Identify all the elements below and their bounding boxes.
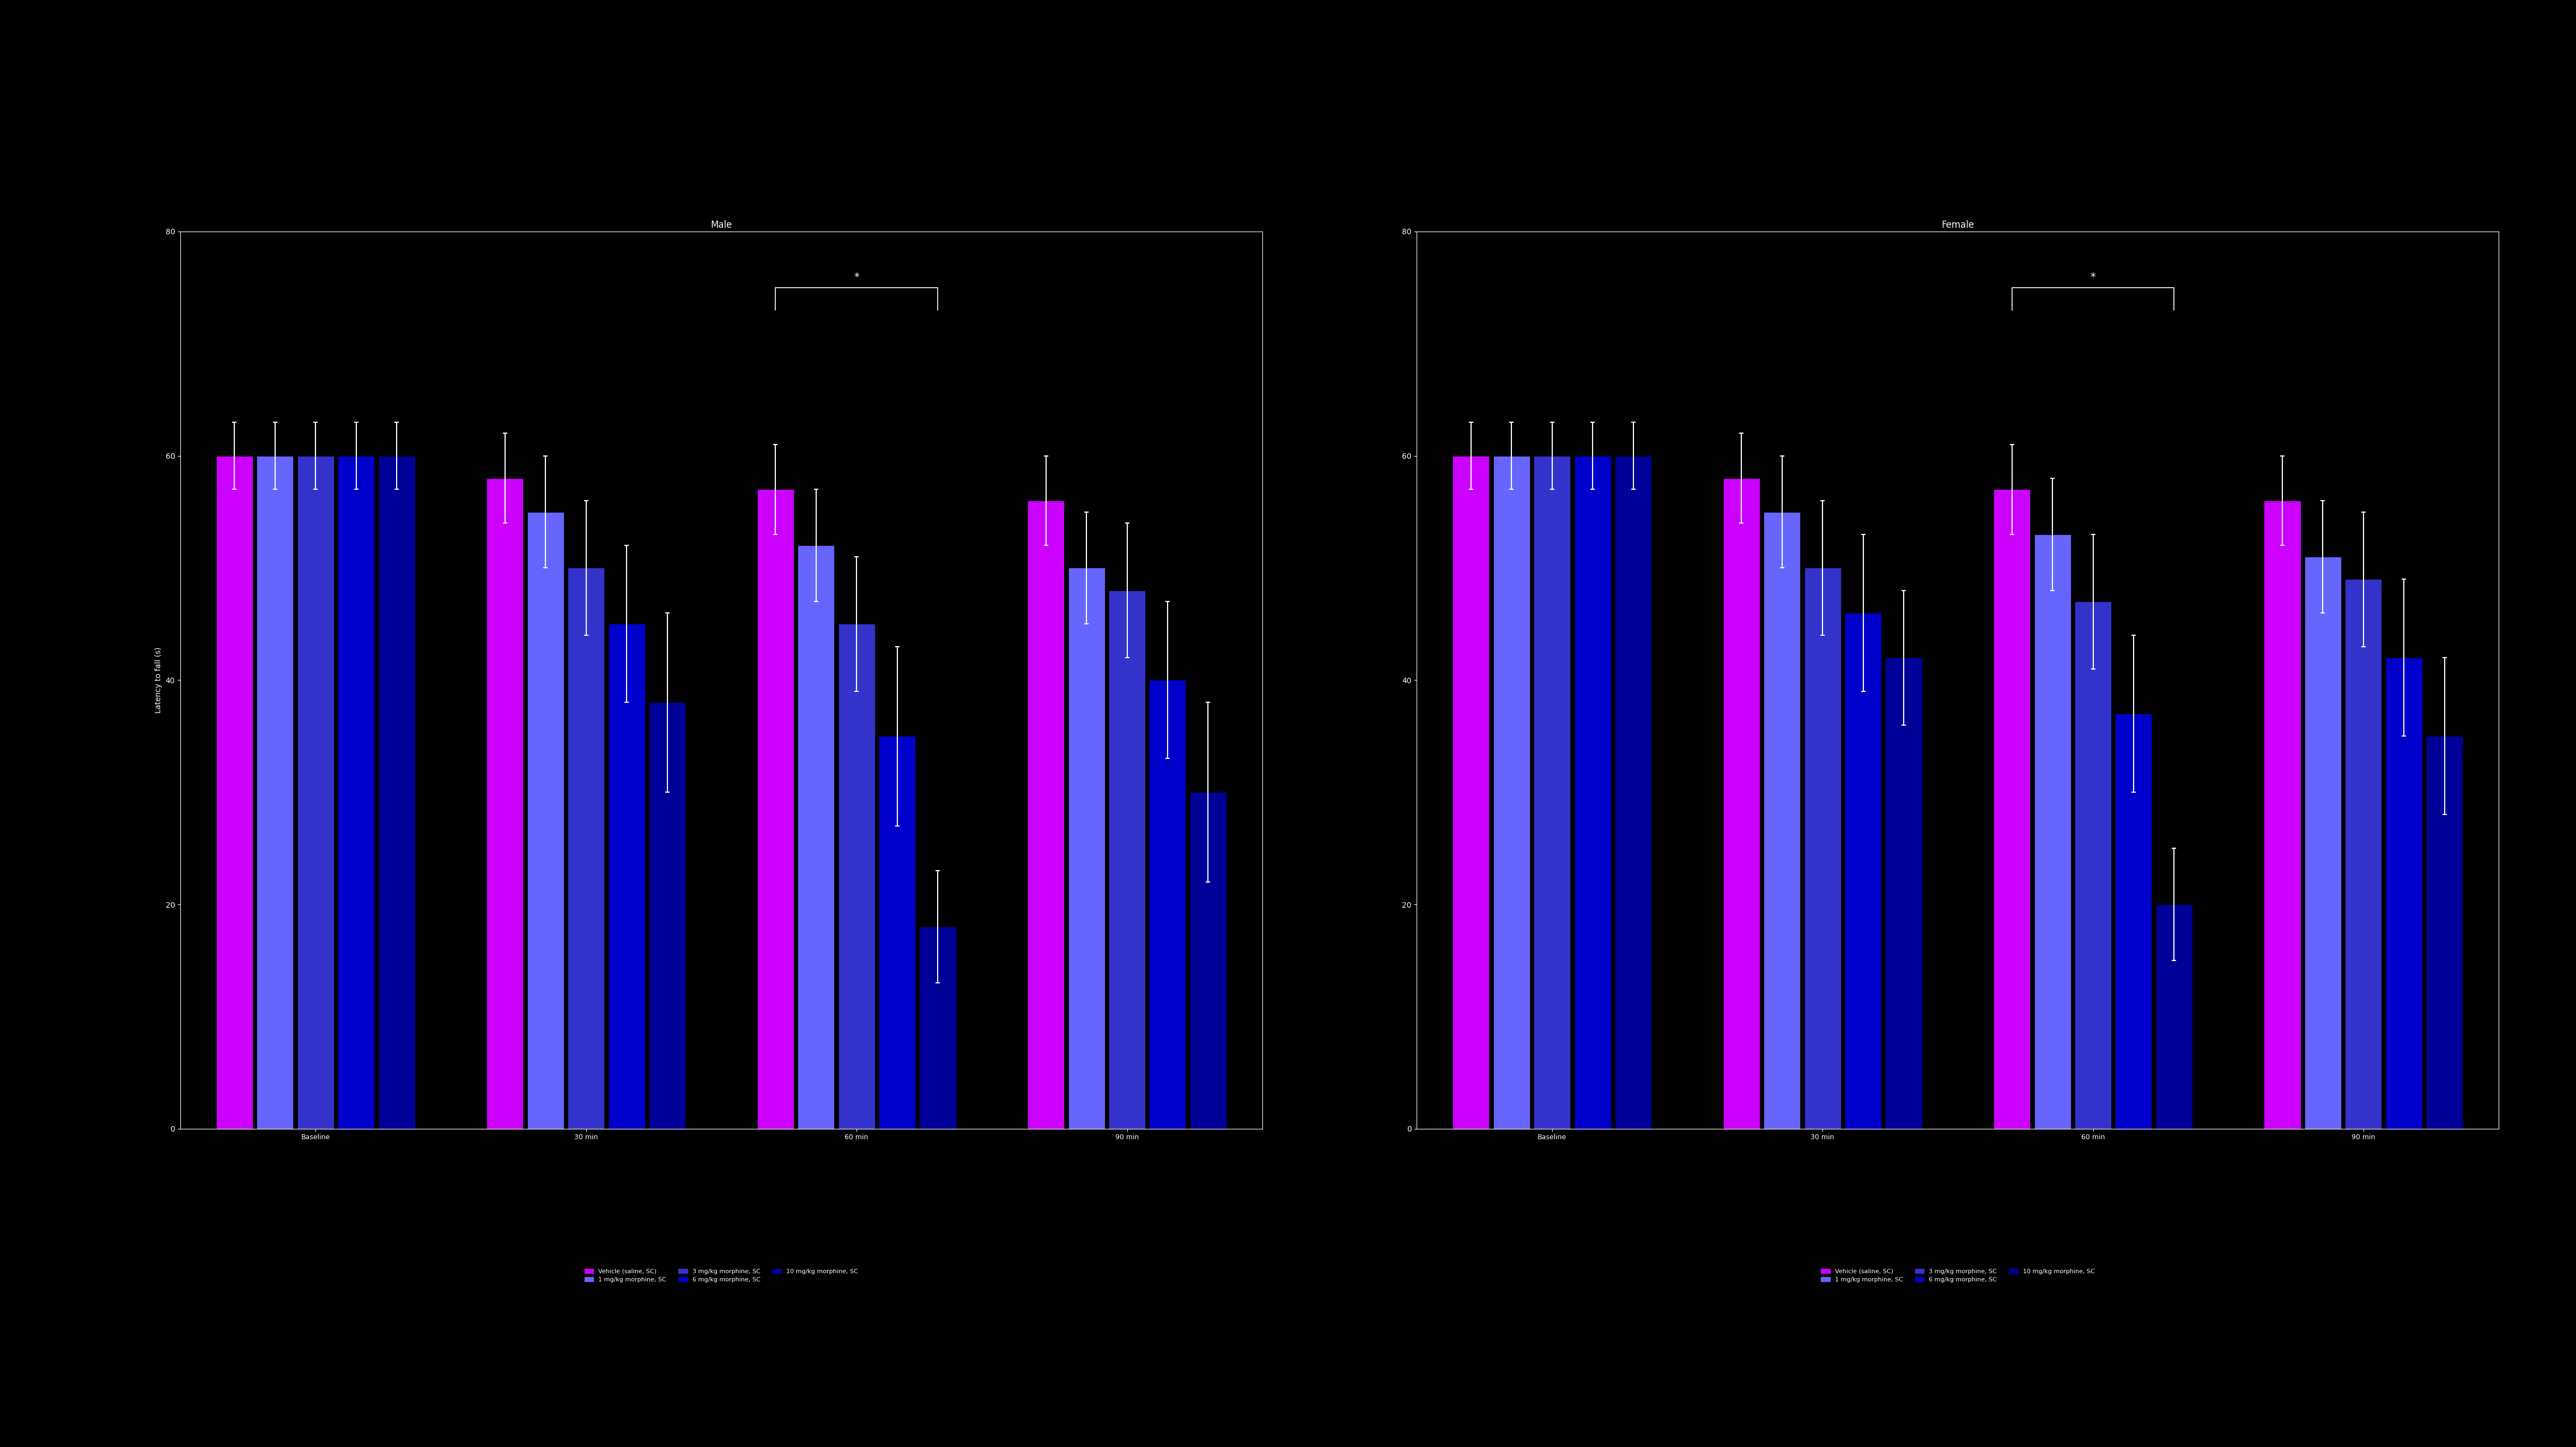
Bar bbox=[528, 512, 564, 1129]
Title: Male: Male bbox=[711, 220, 732, 230]
Bar bbox=[1574, 456, 1610, 1129]
Bar bbox=[2264, 501, 2300, 1129]
Bar bbox=[296, 456, 335, 1129]
Bar bbox=[1886, 657, 1922, 1129]
Bar bbox=[2035, 534, 2071, 1129]
Bar bbox=[649, 702, 685, 1129]
Bar bbox=[1494, 456, 1530, 1129]
Bar bbox=[1108, 590, 1146, 1129]
Bar bbox=[1615, 456, 1651, 1129]
Bar bbox=[757, 489, 793, 1129]
Bar bbox=[2427, 737, 2463, 1129]
Legend: Vehicle (saline, SC), 1 mg/kg morphine, SC, 3 mg/kg morphine, SC, 6 mg/kg morphi: Vehicle (saline, SC), 1 mg/kg morphine, … bbox=[582, 1266, 860, 1285]
Bar bbox=[337, 456, 374, 1129]
Bar bbox=[216, 456, 252, 1129]
Bar bbox=[487, 478, 523, 1129]
Text: *: * bbox=[853, 272, 860, 282]
Bar bbox=[878, 737, 914, 1129]
Text: *: * bbox=[2089, 272, 2097, 282]
Bar bbox=[1453, 456, 1489, 1129]
Bar bbox=[1533, 456, 1571, 1129]
Bar bbox=[1723, 478, 1759, 1129]
Bar bbox=[2306, 557, 2342, 1129]
Bar bbox=[1994, 489, 2030, 1129]
Bar bbox=[608, 624, 644, 1129]
Bar bbox=[2156, 904, 2192, 1129]
Y-axis label: Latency to fall (s): Latency to fall (s) bbox=[155, 647, 162, 713]
Bar bbox=[379, 456, 415, 1129]
Bar bbox=[2385, 657, 2421, 1129]
Bar bbox=[1028, 501, 1064, 1129]
Bar bbox=[2115, 713, 2151, 1129]
Bar bbox=[837, 624, 876, 1129]
Bar bbox=[1149, 680, 1185, 1129]
Bar bbox=[1803, 567, 1842, 1129]
Bar bbox=[920, 926, 956, 1129]
Bar bbox=[258, 456, 294, 1129]
Bar bbox=[1069, 567, 1105, 1129]
Bar bbox=[799, 546, 835, 1129]
Bar bbox=[2074, 602, 2112, 1129]
Bar bbox=[567, 567, 605, 1129]
Bar bbox=[2344, 579, 2383, 1129]
Title: Female: Female bbox=[1942, 220, 1973, 230]
Legend: Vehicle (saline, SC), 1 mg/kg morphine, SC, 3 mg/kg morphine, SC, 6 mg/kg morphi: Vehicle (saline, SC), 1 mg/kg morphine, … bbox=[1819, 1266, 2097, 1285]
Bar bbox=[1844, 612, 1880, 1129]
Bar bbox=[1190, 792, 1226, 1129]
Bar bbox=[1765, 512, 1801, 1129]
